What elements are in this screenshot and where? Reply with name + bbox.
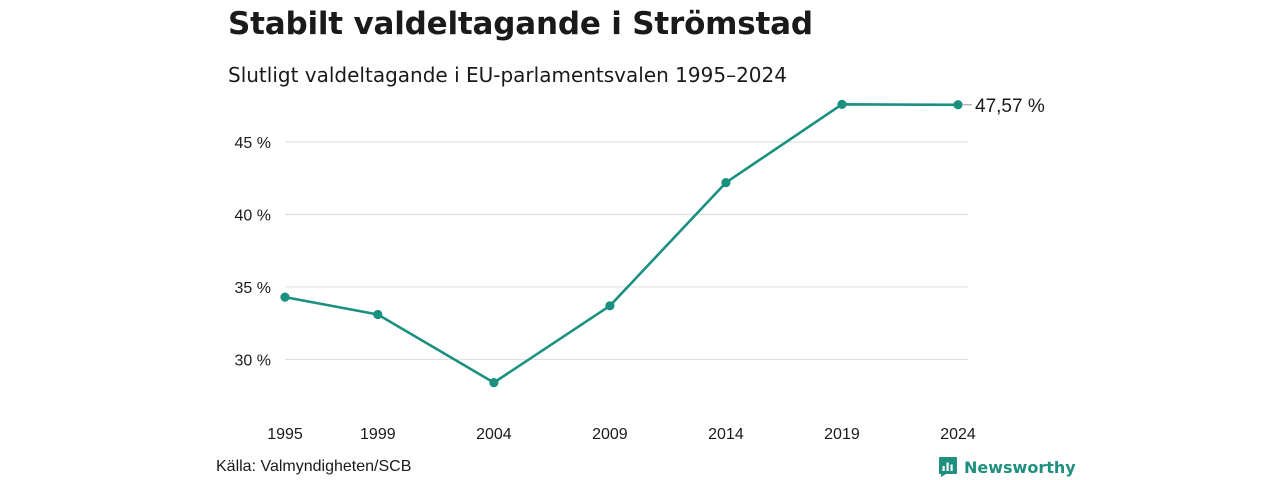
x-tick-label: 1999: [360, 426, 396, 443]
x-tick-label: 2019: [824, 426, 860, 443]
source-note: Källa: Valmyndigheten/SCB: [216, 458, 412, 475]
series-layer: [280, 99, 963, 388]
data-point: [489, 378, 499, 388]
x-tick-label: 2014: [708, 426, 744, 443]
data-point: [721, 178, 731, 188]
chart-subtitle: Slutligt valdeltagande i EU-parlamentsva…: [228, 63, 787, 87]
x-tick-label: 1995: [267, 426, 303, 443]
chart-title: Stabilt valdeltagande i Strömstad: [228, 6, 813, 42]
y-axis-ticks: 30 % 35 % 40 % 45 %: [235, 135, 271, 369]
end-value-label: 47,57 %: [975, 96, 1045, 117]
data-point: [837, 99, 847, 109]
newsworthy-chart-icon: [939, 457, 957, 477]
series-line: [283, 103, 960, 384]
newsworthy-logo: Newsworthy: [938, 456, 1076, 478]
brand-name: Newsworthy: [964, 457, 1076, 477]
x-tick-label: 2004: [476, 426, 512, 443]
x-tick-label: 2024: [940, 426, 976, 443]
data-point: [605, 301, 615, 311]
y-tick-label: 35 %: [235, 280, 271, 297]
data-point: [373, 309, 383, 320]
data-labels: 47,57 %: [963, 96, 1045, 117]
y-tick-label: 45 %: [235, 135, 271, 152]
y-tick-label: 40 %: [235, 207, 271, 224]
x-axis-ticks: 1995 1999 2004 2009 2014 2019 2024: [267, 426, 976, 443]
x-tick-label: 2009: [592, 426, 628, 443]
data-point: [953, 100, 963, 110]
y-tick-label: 30 %: [235, 352, 271, 369]
gridlines: [285, 141, 968, 361]
data-point: [280, 292, 290, 302]
